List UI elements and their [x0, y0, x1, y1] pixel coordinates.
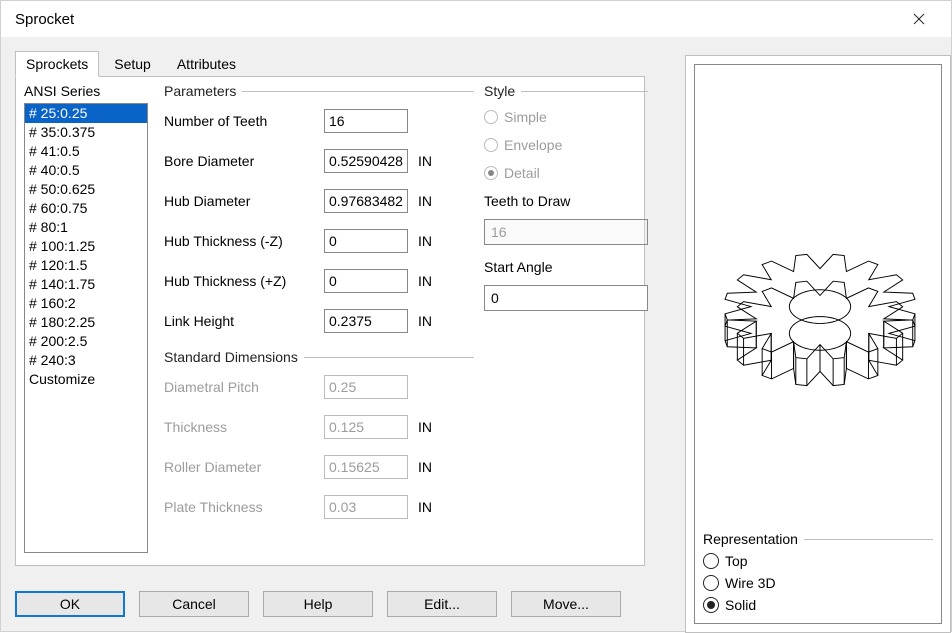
style-legend: Style [484, 83, 648, 99]
ansi-item[interactable]: # 41:0.5 [25, 142, 147, 161]
style-envelope-radio: Envelope [484, 137, 648, 153]
rep-solid-radio[interactable]: Solid [703, 597, 933, 613]
link-height-input[interactable] [324, 309, 408, 333]
style-column: Style Simple Envelope Detail Teeth to Dr… [484, 83, 648, 325]
ansi-item[interactable]: # 200:2.5 [25, 332, 147, 351]
hub-thick-pos-label: Hub Thickness (+Z) [164, 273, 324, 289]
button-bar: OK Cancel Help Edit... Move... [15, 591, 621, 617]
move-button[interactable]: Move... [511, 591, 621, 617]
ansi-item[interactable]: # 35:0.375 [25, 123, 147, 142]
plate-thickness-label: Plate Thickness [164, 499, 324, 515]
ansi-item[interactable]: # 25:0.25 [25, 104, 147, 123]
thickness-label: Thickness [164, 419, 324, 435]
parameters-column: Parameters Number of Teeth Bore Diameter… [164, 83, 474, 535]
dialog-body: Sprockets Setup Attributes ANSI Series #… [1, 37, 951, 631]
representation-group: Representation Top Wire 3D Solid [703, 531, 933, 619]
hub-diameter-label: Hub Diameter [164, 193, 324, 209]
title-bar: Sprocket [1, 1, 951, 37]
bore-diameter-input[interactable] [324, 149, 408, 173]
parameters-legend: Parameters [164, 83, 474, 99]
tab-attributes[interactable]: Attributes [166, 51, 247, 77]
style-simple-radio: Simple [484, 109, 648, 125]
plate-thickness-input [324, 495, 408, 519]
sprocket-preview-icon [705, 205, 935, 435]
cancel-button[interactable]: Cancel [139, 591, 249, 617]
hub-thick-neg-input[interactable] [324, 229, 408, 253]
ansi-column: ANSI Series # 25:0.25# 35:0.375# 41:0.5#… [24, 83, 154, 553]
bore-diameter-label: Bore Diameter [164, 153, 324, 169]
ansi-item[interactable]: # 40:0.5 [25, 161, 147, 180]
tab-sprockets[interactable]: Sprockets [15, 51, 99, 77]
diametral-pitch-input [324, 375, 408, 399]
rep-top-radio[interactable]: Top [703, 553, 933, 569]
style-detail-radio: Detail [484, 165, 648, 181]
ansi-item[interactable]: # 60:0.75 [25, 199, 147, 218]
ansi-item[interactable]: # 240:3 [25, 351, 147, 370]
hub-diameter-input[interactable] [324, 189, 408, 213]
roller-diameter-label: Roller Diameter [164, 459, 324, 475]
roller-diameter-input [324, 455, 408, 479]
ansi-header: ANSI Series [24, 83, 154, 99]
ansi-item[interactable]: # 80:1 [25, 218, 147, 237]
edit-button[interactable]: Edit... [387, 591, 497, 617]
ansi-item[interactable]: # 140:1.75 [25, 275, 147, 294]
preview-panel: Representation Top Wire 3D Solid [685, 55, 951, 633]
rep-wire3d-radio[interactable]: Wire 3D [703, 575, 933, 591]
tab-setup[interactable]: Setup [103, 51, 162, 77]
start-angle-label: Start Angle [484, 259, 648, 275]
ansi-listbox[interactable]: # 25:0.25# 35:0.375# 41:0.5# 40:0.5# 50:… [24, 103, 148, 553]
ansi-item[interactable]: Customize [25, 370, 147, 389]
close-icon [913, 13, 925, 25]
num-teeth-label: Number of Teeth [164, 113, 324, 129]
ok-button[interactable]: OK [15, 591, 125, 617]
ansi-item[interactable]: # 120:1.5 [25, 256, 147, 275]
preview-inner: Representation Top Wire 3D Solid [694, 64, 942, 624]
start-angle-input[interactable] [484, 285, 648, 311]
ansi-item[interactable]: # 50:0.625 [25, 180, 147, 199]
num-teeth-input[interactable] [324, 109, 408, 133]
thickness-input [324, 415, 408, 439]
standard-legend: Standard Dimensions [164, 349, 474, 365]
window-title: Sprocket [15, 11, 74, 28]
diametral-pitch-label: Diametral Pitch [164, 379, 324, 395]
hub-thick-neg-label: Hub Thickness (-Z) [164, 233, 324, 249]
close-button[interactable] [899, 4, 939, 34]
link-height-label: Link Height [164, 313, 324, 329]
ansi-item[interactable]: # 100:1.25 [25, 237, 147, 256]
tab-panel: ANSI Series # 25:0.25# 35:0.375# 41:0.5#… [15, 76, 645, 566]
ansi-item[interactable]: # 160:2 [25, 294, 147, 313]
ansi-item[interactable]: # 180:2.25 [25, 313, 147, 332]
teeth-to-draw-label: Teeth to Draw [484, 193, 648, 209]
teeth-to-draw-input [484, 219, 648, 245]
help-button[interactable]: Help [263, 591, 373, 617]
hub-thick-pos-input[interactable] [324, 269, 408, 293]
